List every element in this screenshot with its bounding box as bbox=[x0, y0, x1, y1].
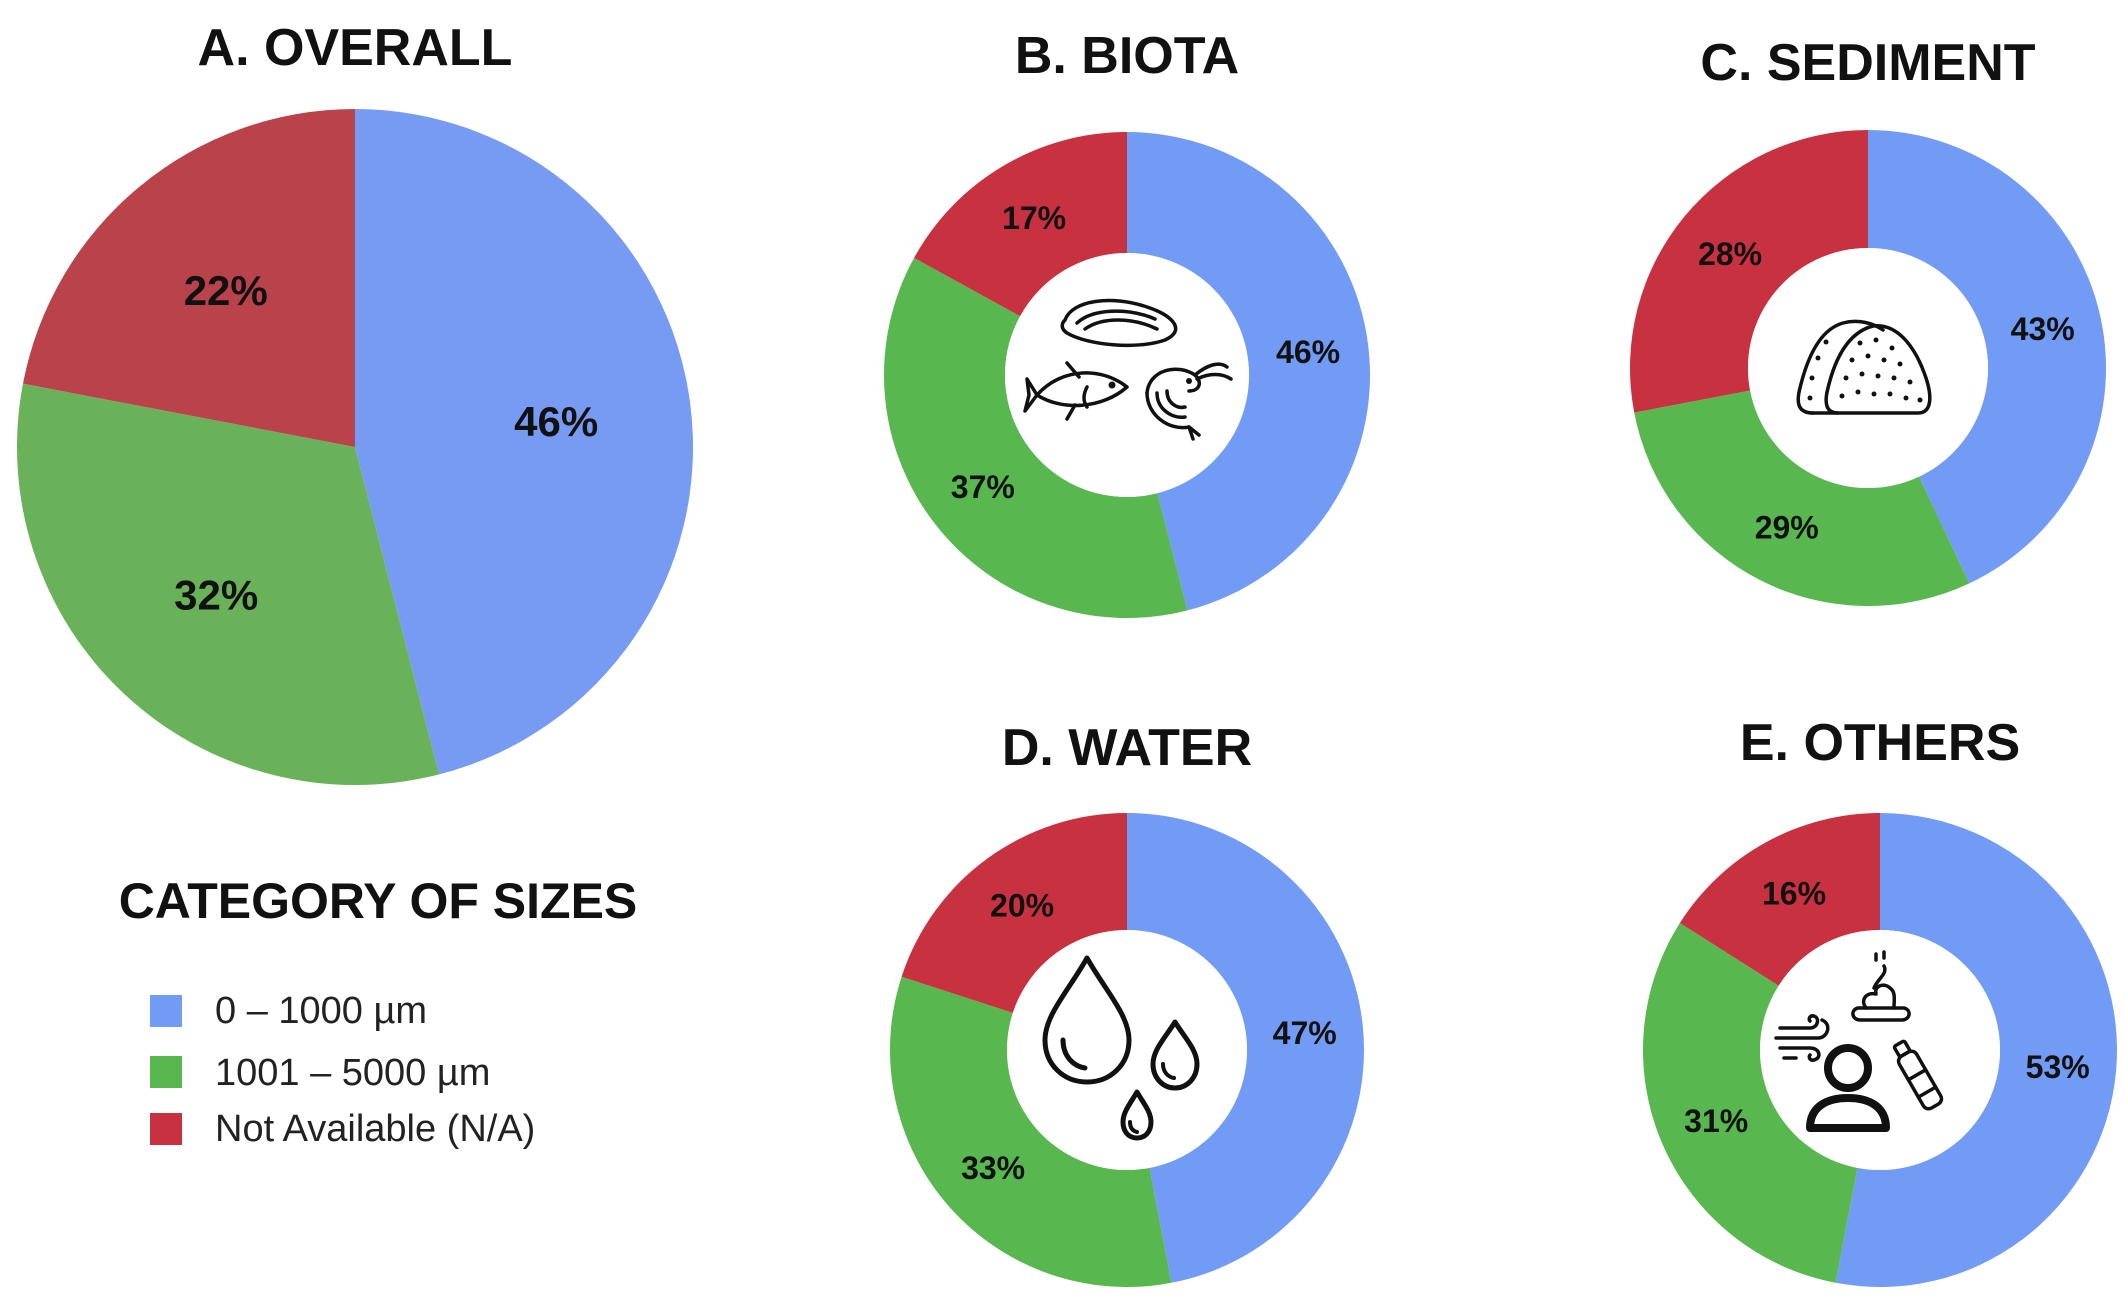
legend-swatch-0-1000 bbox=[150, 995, 182, 1027]
donut-chart-others: 53% 31% 16% bbox=[1643, 812, 2117, 1287]
data-label-biota-0-1000: 46% bbox=[1276, 334, 1340, 370]
data-label-water-1001-5000: 33% bbox=[961, 1150, 1025, 1186]
slice-sediment-0-1000 bbox=[1868, 130, 2106, 584]
biota-icon bbox=[1023, 298, 1233, 441]
data-label-water-na: 20% bbox=[990, 888, 1054, 924]
sand-grains bbox=[1807, 337, 1923, 403]
slice-water-1001-5000 bbox=[890, 976, 1172, 1287]
data-label-overall-0-1000: 46% bbox=[514, 398, 598, 445]
donut-hole-biota bbox=[1005, 253, 1249, 497]
sediment-icon bbox=[1796, 319, 1932, 415]
slice-water-na bbox=[901, 813, 1127, 1013]
chart-title-overall: A. OVERALL bbox=[198, 19, 513, 77]
data-label-others-na: 16% bbox=[1762, 876, 1826, 912]
slice-overall-0-1000 bbox=[355, 109, 693, 775]
data-label-biota-1001-5000: 37% bbox=[951, 469, 1015, 505]
slice-water-0-1000 bbox=[1127, 813, 1364, 1283]
slice-biota-1001-5000 bbox=[884, 257, 1188, 619]
fish-icon bbox=[1023, 361, 1129, 421]
slice-overall-na bbox=[22, 109, 356, 447]
data-label-overall-1001-5000: 32% bbox=[174, 571, 258, 618]
donut-hole-others bbox=[1760, 930, 2000, 1170]
slice-others-1001-5000 bbox=[1643, 923, 1858, 1283]
slice-others-0-1000 bbox=[1835, 812, 2117, 1287]
slice-sediment-1001-5000 bbox=[1634, 390, 1970, 606]
data-label-sediment-na: 28% bbox=[1698, 236, 1762, 272]
legend-label-0-1000: 0 – 1000 µm bbox=[215, 990, 427, 1032]
donut-hole-sediment bbox=[1748, 248, 1988, 488]
data-label-sediment-1001-5000: 29% bbox=[1755, 509, 1819, 545]
legend-label-1001-5000: 1001 – 5000 µm bbox=[215, 1052, 490, 1094]
data-label-others-1001-5000: 31% bbox=[1684, 1103, 1748, 1139]
data-label-water-0-1000: 47% bbox=[1273, 1015, 1337, 1051]
chart-title-biota: B. BIOTA bbox=[1015, 27, 1239, 85]
data-label-sediment-0-1000: 43% bbox=[2011, 311, 2075, 347]
bottle-icon bbox=[1892, 1039, 1944, 1111]
slice-overall-1001-5000 bbox=[16, 383, 440, 786]
legend-swatch-1001-5000 bbox=[150, 1056, 182, 1088]
mussel-icon bbox=[1060, 298, 1178, 348]
water-drops-icon bbox=[1042, 955, 1200, 1141]
donut-chart-sediment: 43% 29% 28% bbox=[1630, 130, 2106, 606]
chart-title-others: E. OTHERS bbox=[1740, 714, 2020, 772]
person-icon bbox=[1806, 1044, 1890, 1132]
slice-sediment-na bbox=[1630, 130, 1868, 413]
data-label-overall-na: 22% bbox=[184, 267, 268, 314]
wind-icon bbox=[1774, 1014, 1830, 1062]
legend-label-na: Not Available (N/A) bbox=[215, 1108, 535, 1150]
chart-title-water: D. WATER bbox=[1002, 719, 1252, 777]
legend-swatch-na bbox=[150, 1113, 182, 1145]
legend-title: CATEGORY OF SIZES bbox=[119, 873, 638, 929]
slice-biota-0-1000 bbox=[1127, 132, 1371, 611]
pie-chart-overall: 46% 32% 22% bbox=[16, 109, 693, 786]
legend: CATEGORY OF SIZES 0 – 1000 µm 1001 – 500… bbox=[119, 873, 638, 1150]
poop-icon bbox=[1851, 950, 1911, 1022]
slice-others-na bbox=[1679, 813, 1880, 986]
shrimp-icon bbox=[1145, 362, 1233, 441]
data-label-biota-na: 17% bbox=[1002, 200, 1066, 236]
data-label-others-0-1000: 53% bbox=[2026, 1049, 2090, 1085]
donut-chart-biota: 46% 37% 17% bbox=[884, 131, 1371, 619]
others-icon bbox=[1774, 950, 1944, 1132]
slice-biota-na bbox=[914, 131, 1127, 317]
donut-chart-water: 47% 33% 20% bbox=[890, 813, 1364, 1287]
chart-title-sediment: C. SEDIMENT bbox=[1700, 34, 2035, 92]
